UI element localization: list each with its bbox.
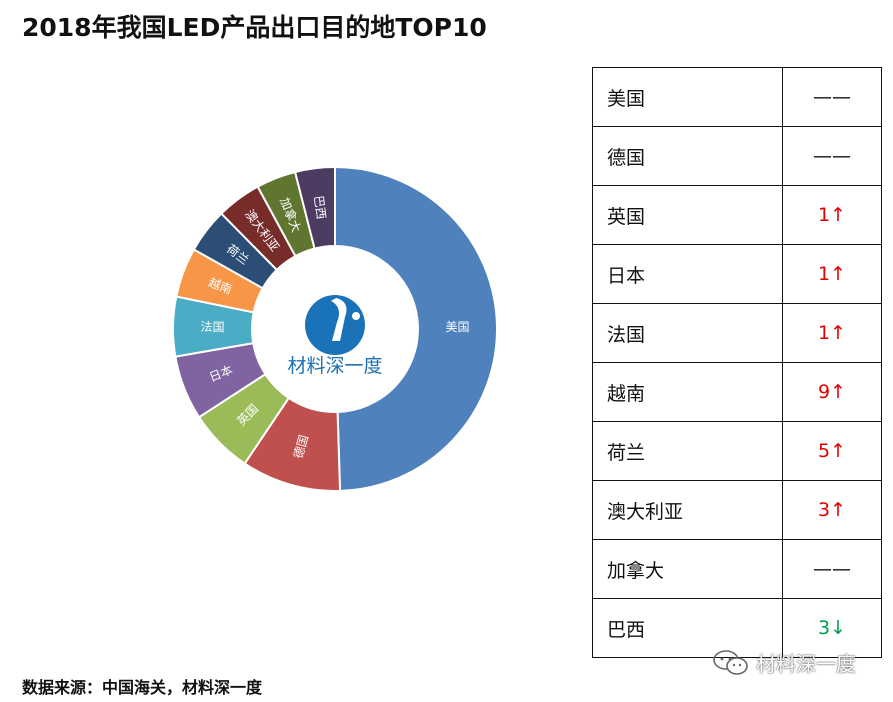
rank-change-cell: —— (782, 539, 882, 599)
country-cell: 日本 (592, 244, 783, 304)
rank-change-cell: —— (782, 67, 882, 127)
donut-slices (172, 165, 498, 492)
rank-change-cell: 9↑ (782, 362, 882, 422)
country-cell: 加拿大 (592, 539, 783, 599)
rank-change-cell: 1↑ (782, 244, 882, 304)
slice-label: 德国 (290, 433, 311, 460)
country-cell: 法国 (592, 303, 783, 363)
country-cell: 巴西 (592, 598, 783, 658)
slice-label: 巴西 (311, 195, 328, 221)
donut-slice (293, 165, 336, 250)
slice-label: 法国 (200, 320, 224, 334)
chart-title: 2018年我国LED产品出口目的地TOP10 (22, 13, 487, 42)
rank-change-cell: 3↑ (782, 480, 882, 540)
logo-mark (305, 295, 365, 355)
table-row: 巴西 3↓ (592, 598, 882, 658)
center-logo: 材料深一度 (287, 295, 383, 377)
rank-change-cell: 1↑ (782, 185, 882, 245)
table-row: 加拿大 —— (592, 539, 882, 599)
country-cell: 越南 (592, 362, 783, 422)
table-row: 澳大利亚 3↑ (592, 480, 882, 540)
table-row: 日本 1↑ (592, 244, 882, 304)
table-row: 越南 9↑ (592, 362, 882, 422)
wechat-icon (713, 649, 748, 675)
country-cell: 德国 (592, 126, 783, 186)
ranking-table: 美国 —— 德国 —— 英国 1↑ 日本 1↑ 法国 1↑ 越南 9↑ 荷兰 5↑ 澳大利亚 3↑ 加拿大 —— 巴… (592, 67, 882, 658)
table-row: 法国 1↑ (592, 303, 882, 363)
rank-change-cell: 1↑ (782, 303, 882, 363)
source-note: 数据来源：中国海关，材料深一度 (22, 678, 263, 697)
table-row: 德国 —— (592, 126, 882, 186)
country-cell: 荷兰 (592, 421, 783, 481)
country-cell: 英国 (592, 185, 783, 245)
rank-change-cell: 3↓ (782, 598, 882, 658)
donut-slice (334, 165, 498, 492)
rank-change-cell: 5↑ (782, 421, 882, 481)
logo-text: 材料深一度 (287, 355, 382, 377)
country-cell: 美国 (592, 67, 783, 127)
table-row: 英国 1↑ (592, 185, 882, 245)
watermark-text: 材料深一度 (756, 652, 856, 676)
rank-change-cell: —— (782, 126, 882, 186)
slice-label: 美国 (445, 320, 469, 334)
table-row: 荷兰 5↑ (592, 421, 882, 481)
table-row: 美国 —— (592, 67, 882, 127)
watermark: 材料深一度 (712, 648, 856, 677)
country-cell: 澳大利亚 (592, 480, 783, 540)
